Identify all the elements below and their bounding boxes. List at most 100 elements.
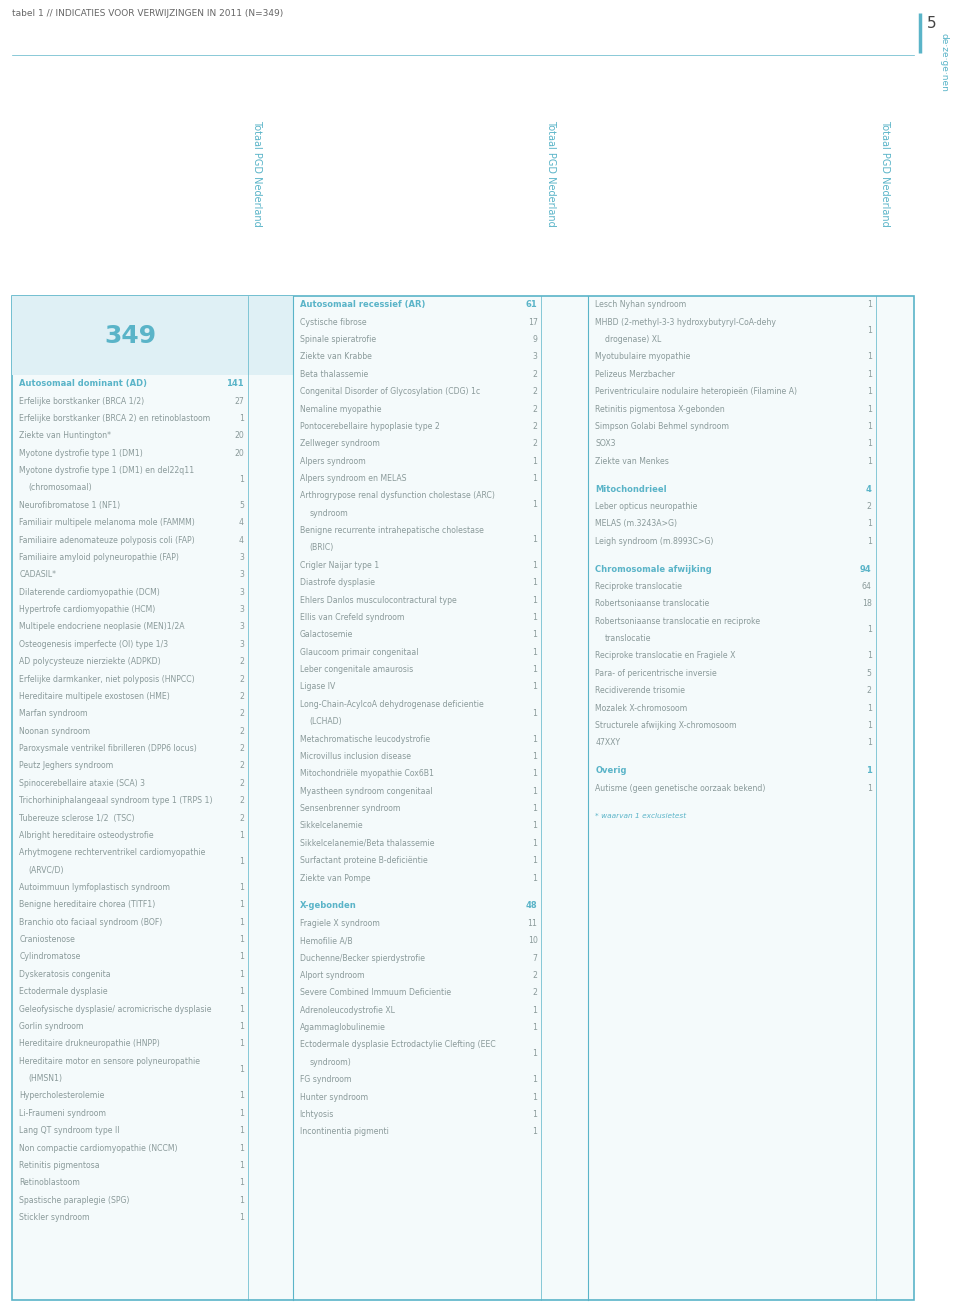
FancyBboxPatch shape bbox=[12, 296, 914, 1300]
Text: Long-Chain-AcylcoA dehydrogenase deficientie: Long-Chain-AcylcoA dehydrogenase deficie… bbox=[300, 700, 483, 709]
Text: 1: 1 bbox=[867, 537, 872, 546]
Text: syndroom: syndroom bbox=[309, 509, 348, 517]
Text: 1: 1 bbox=[533, 457, 538, 466]
Text: 1: 1 bbox=[533, 857, 538, 865]
Text: 1: 1 bbox=[239, 1023, 244, 1030]
Text: AD polycysteuze nierziekte (ADPKD): AD polycysteuze nierziekte (ADPKD) bbox=[19, 657, 161, 666]
Text: 3: 3 bbox=[239, 570, 244, 579]
Text: 3: 3 bbox=[533, 353, 538, 362]
Text: 1: 1 bbox=[533, 500, 538, 509]
Text: Leber congenitale amaurosis: Leber congenitale amaurosis bbox=[300, 665, 413, 674]
Text: Myotubulaire myopathie: Myotubulaire myopathie bbox=[595, 353, 690, 362]
Text: Gorlin syndroom: Gorlin syndroom bbox=[19, 1023, 84, 1030]
Text: 1: 1 bbox=[533, 1075, 538, 1084]
Text: Branchio oto faciaal syndroom (BOF): Branchio oto faciaal syndroom (BOF) bbox=[19, 917, 162, 926]
Text: Myotone dystrofie type 1 (DM1) en del22q11: Myotone dystrofie type 1 (DM1) en del22q… bbox=[19, 466, 195, 475]
Text: Leber opticus neuropathie: Leber opticus neuropathie bbox=[595, 501, 698, 511]
Text: Hereditaire motor en sensore polyneuropathie: Hereditaire motor en sensore polyneuropa… bbox=[19, 1057, 201, 1066]
Text: Ligase IV: Ligase IV bbox=[300, 683, 335, 691]
Text: Autisme (geen genetische oorzaak bekend): Autisme (geen genetische oorzaak bekend) bbox=[595, 783, 765, 792]
Text: 1: 1 bbox=[867, 370, 872, 379]
Text: 1: 1 bbox=[239, 1126, 244, 1136]
Text: 3: 3 bbox=[239, 553, 244, 562]
Text: 1: 1 bbox=[533, 613, 538, 622]
Text: 1: 1 bbox=[239, 1004, 244, 1013]
Text: Non compactie cardiomyopathie (NCCM): Non compactie cardiomyopathie (NCCM) bbox=[19, 1144, 178, 1153]
Text: 4: 4 bbox=[239, 519, 244, 528]
Text: 1: 1 bbox=[239, 936, 244, 944]
Text: Familiaire amyloid polyneuropathie (FAP): Familiaire amyloid polyneuropathie (FAP) bbox=[19, 553, 180, 562]
Text: Nemaline myopathie: Nemaline myopathie bbox=[300, 404, 381, 413]
Text: Ectodermale dysplasie Ectrodactylie Clefting (EEC: Ectodermale dysplasie Ectrodactylie Clef… bbox=[300, 1041, 495, 1049]
Text: 1: 1 bbox=[533, 578, 538, 587]
Text: 2: 2 bbox=[867, 501, 872, 511]
Text: Crigler Naijar type 1: Crigler Naijar type 1 bbox=[300, 561, 379, 570]
Text: 1: 1 bbox=[533, 561, 538, 570]
Text: Li-Fraumeni syndroom: Li-Fraumeni syndroom bbox=[19, 1109, 107, 1117]
Text: 1: 1 bbox=[867, 738, 872, 747]
Text: Beta thalassemie: Beta thalassemie bbox=[300, 370, 368, 379]
Text: 3: 3 bbox=[239, 588, 244, 596]
Text: Congenital Disorder of Glycosylation (CDG) 1c: Congenital Disorder of Glycosylation (CD… bbox=[300, 387, 480, 396]
Text: 2: 2 bbox=[533, 422, 538, 430]
Text: 1: 1 bbox=[533, 708, 538, 717]
Text: Severe Combined Immuum Deficientie: Severe Combined Immuum Deficientie bbox=[300, 988, 450, 998]
Text: Dilaterende cardiomyopathie (DCM): Dilaterende cardiomyopathie (DCM) bbox=[19, 588, 160, 596]
Text: Ziekte van Huntington*: Ziekte van Huntington* bbox=[19, 432, 111, 441]
Text: Robertsoniaanse translocatie en reciproke: Robertsoniaanse translocatie en reciprok… bbox=[595, 617, 760, 625]
Text: Ziekte van Menkes: Ziekte van Menkes bbox=[595, 457, 669, 466]
Text: Structurele afwijking X-chromosoom: Structurele afwijking X-chromosoom bbox=[595, 721, 737, 730]
Text: Hypertrofe cardiomyopathie (HCM): Hypertrofe cardiomyopathie (HCM) bbox=[19, 605, 156, 615]
Text: Galactosemie: Galactosemie bbox=[300, 630, 353, 640]
Text: 1: 1 bbox=[867, 326, 872, 336]
Text: Autosomaal recessief (AR): Autosomaal recessief (AR) bbox=[300, 300, 425, 309]
Text: 11: 11 bbox=[528, 919, 538, 928]
Text: 1: 1 bbox=[239, 857, 244, 866]
Text: 5: 5 bbox=[239, 501, 244, 509]
Text: (BRIC): (BRIC) bbox=[309, 544, 333, 553]
Text: 1: 1 bbox=[239, 415, 244, 422]
Text: Multipele endocriene neoplasie (MEN)1/2A: Multipele endocriene neoplasie (MEN)1/2A bbox=[19, 622, 184, 632]
Text: 1: 1 bbox=[533, 534, 538, 544]
Text: Erfelijke borstkanker (BRCA 2) en retinoblastoom: Erfelijke borstkanker (BRCA 2) en retino… bbox=[19, 415, 210, 422]
Text: 1: 1 bbox=[867, 721, 872, 730]
Text: Arthrogrypose renal dysfunction cholestase (ARC): Arthrogrypose renal dysfunction cholesta… bbox=[300, 491, 494, 500]
Text: 3: 3 bbox=[239, 640, 244, 649]
Text: 1: 1 bbox=[239, 953, 244, 962]
Text: 2: 2 bbox=[533, 971, 538, 980]
Text: MHBD (2-methyl-3-3 hydroxybutyryl-CoA-dehy: MHBD (2-methyl-3-3 hydroxybutyryl-CoA-de… bbox=[595, 317, 777, 326]
Text: Reciproke translocatie en Fragiele X: Reciproke translocatie en Fragiele X bbox=[595, 651, 735, 661]
Text: 1: 1 bbox=[867, 387, 872, 396]
Text: 1: 1 bbox=[239, 1178, 244, 1187]
FancyBboxPatch shape bbox=[12, 296, 293, 375]
Text: 1: 1 bbox=[239, 1091, 244, 1100]
Text: 1: 1 bbox=[866, 766, 872, 775]
Text: Benigne hereditaire chorea (TITF1): Benigne hereditaire chorea (TITF1) bbox=[19, 900, 156, 909]
Text: 9: 9 bbox=[533, 336, 538, 343]
Text: de·ze·ge·nen: de·ze·ge·nen bbox=[939, 33, 948, 92]
Text: 4: 4 bbox=[239, 536, 244, 545]
Text: 1: 1 bbox=[533, 751, 538, 761]
Text: 2: 2 bbox=[533, 404, 538, 413]
Text: Hunter syndroom: Hunter syndroom bbox=[300, 1092, 368, 1101]
Text: Alpers syndroom: Alpers syndroom bbox=[300, 457, 365, 466]
Text: 1: 1 bbox=[533, 1092, 538, 1101]
Text: Lesch Nyhan syndroom: Lesch Nyhan syndroom bbox=[595, 300, 686, 309]
Text: Alport syndroom: Alport syndroom bbox=[300, 971, 364, 980]
Text: Lang QT syndroom type II: Lang QT syndroom type II bbox=[19, 1126, 120, 1136]
Text: Diastrofe dysplasie: Diastrofe dysplasie bbox=[300, 578, 374, 587]
Text: Trichorhiniphalangeaal syndroom type 1 (TRPS 1): Trichorhiniphalangeaal syndroom type 1 (… bbox=[19, 796, 213, 805]
Text: 3: 3 bbox=[239, 622, 244, 632]
Text: 64: 64 bbox=[862, 582, 872, 591]
Text: Adrenoleucodystrofie XL: Adrenoleucodystrofie XL bbox=[300, 1005, 395, 1015]
Text: 1: 1 bbox=[533, 804, 538, 813]
Text: 1: 1 bbox=[533, 647, 538, 657]
Text: 1: 1 bbox=[867, 520, 872, 528]
Text: 1: 1 bbox=[533, 1109, 538, 1119]
Text: * waarvan 1 exclusietest: * waarvan 1 exclusietest bbox=[595, 813, 686, 819]
Text: 1: 1 bbox=[239, 1196, 244, 1204]
Text: Myastheen syndroom congenitaal: Myastheen syndroom congenitaal bbox=[300, 787, 432, 796]
Text: Erfelijke borstkanker (BRCA 1/2): Erfelijke borstkanker (BRCA 1/2) bbox=[19, 396, 144, 405]
Text: 2: 2 bbox=[867, 686, 872, 695]
Text: Ehlers Danlos musculocontractural type: Ehlers Danlos musculocontractural type bbox=[300, 596, 456, 604]
